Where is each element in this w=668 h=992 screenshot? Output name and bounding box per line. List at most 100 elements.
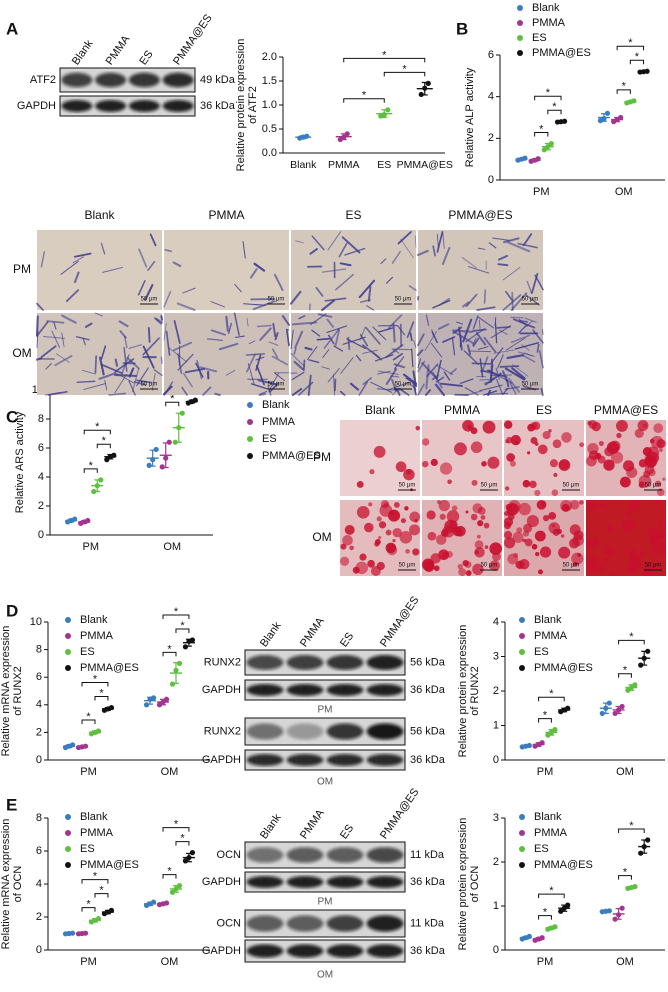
stain-fiber	[408, 285, 417, 292]
stain-fiber	[438, 323, 450, 330]
stain-fiber	[138, 248, 148, 268]
stain-fiber	[45, 362, 52, 370]
stain-nodule	[400, 518, 406, 524]
legend-marker	[517, 20, 523, 26]
significance-bracket	[343, 57, 426, 63]
stain-nodule	[604, 545, 615, 556]
stain-fiber	[392, 353, 404, 361]
stain-fiber	[40, 345, 57, 358]
stain-nodule	[638, 459, 648, 468]
stain-fiber	[321, 299, 335, 312]
stain-fiber	[273, 372, 285, 381]
stain-fiber	[349, 382, 360, 391]
stain-fiber	[132, 368, 140, 392]
stain-fiber	[406, 321, 415, 339]
blot-band	[246, 847, 284, 863]
stain-nodule	[439, 462, 453, 475]
scale-bar-label: 50 μm	[522, 382, 539, 388]
significance-label: *	[93, 871, 98, 883]
stain-fiber	[104, 379, 108, 391]
stain-fiber	[271, 355, 289, 366]
stain-fiber	[504, 386, 520, 391]
stain-fiber	[298, 315, 306, 320]
panel-label: A	[6, 19, 18, 38]
stain-fiber	[133, 381, 147, 386]
stain-nodule	[539, 546, 552, 558]
significance-label: *	[629, 631, 634, 643]
stain-fiber	[304, 346, 313, 351]
column-label: PMMA@ES	[448, 208, 512, 222]
stain-nodule	[609, 440, 621, 452]
stain-fiber	[281, 315, 290, 326]
stain-fiber	[499, 365, 520, 368]
data-point	[95, 916, 102, 922]
data-point	[95, 728, 102, 734]
stain-fiber	[508, 377, 521, 393]
stain-fiber	[245, 353, 266, 356]
significance-label: *	[89, 460, 94, 472]
stain-nodule	[369, 469, 375, 475]
stain-nodule	[395, 461, 407, 473]
size-label: 36 kDa	[410, 876, 446, 888]
blot-band	[286, 876, 324, 888]
stain-nodule	[482, 420, 496, 434]
data-point	[163, 900, 170, 906]
stain-nodule	[430, 553, 441, 564]
stain-nodule	[648, 534, 660, 546]
significance-bracket	[538, 915, 552, 920]
stain-nodule	[370, 565, 381, 576]
stain-fiber	[391, 250, 401, 264]
stain-fiber	[160, 356, 163, 364]
scale-bar-label: 50 μm	[399, 563, 416, 569]
stain-fiber	[128, 344, 142, 350]
significance-bracket	[96, 443, 111, 449]
blot-band	[366, 723, 404, 740]
stain-fiber	[114, 358, 135, 373]
stain-nodule	[457, 563, 463, 570]
stain-nodule	[654, 480, 662, 487]
stain-nodule	[531, 543, 538, 550]
data-point	[599, 710, 605, 717]
stain-nodule	[438, 549, 450, 561]
significance-label: *	[362, 90, 367, 102]
data-point	[539, 935, 545, 941]
stain-fiber	[436, 231, 444, 253]
legend-label: PMMA@ES	[532, 47, 591, 59]
stain-fiber	[534, 274, 544, 291]
stain-fiber	[492, 237, 511, 241]
y-tick-label: 3	[493, 650, 499, 662]
significance-bracket	[616, 45, 645, 51]
stain-fiber	[362, 377, 372, 385]
stain-nodule	[606, 509, 611, 513]
stain-nodule	[658, 447, 663, 452]
stain-fiber	[147, 327, 151, 343]
y-tick-label: 3	[493, 812, 499, 824]
stain-nodule	[386, 544, 398, 556]
stain-fiber	[502, 370, 508, 382]
stain-fiber	[164, 249, 172, 253]
stain-fiber	[73, 271, 80, 284]
stain-fiber	[393, 363, 406, 369]
stain-fiber	[465, 328, 485, 343]
stain-fiber	[54, 354, 73, 367]
stain-nodule	[558, 459, 571, 472]
y-axis-title: Relative mRNA expression	[0, 819, 12, 950]
scale-bar-label: 50 μm	[141, 297, 158, 303]
stain-fiber	[449, 368, 457, 375]
y-tick-label: 2	[493, 856, 499, 868]
stain-nodule	[518, 502, 531, 516]
significance-bracket	[534, 132, 549, 137]
legend-marker	[517, 5, 523, 11]
stain-nodule	[349, 545, 354, 551]
stain-fiber	[414, 235, 417, 248]
stain-fiber	[451, 338, 456, 356]
significance-label: *	[99, 687, 104, 699]
blot-band	[326, 876, 364, 888]
stain-fiber	[248, 340, 256, 345]
legend-marker	[65, 633, 71, 639]
data-point	[182, 644, 189, 650]
stain-nodule	[504, 537, 516, 549]
legend-marker	[519, 830, 525, 836]
stain-fiber	[196, 360, 203, 380]
blot-strip	[244, 679, 406, 701]
